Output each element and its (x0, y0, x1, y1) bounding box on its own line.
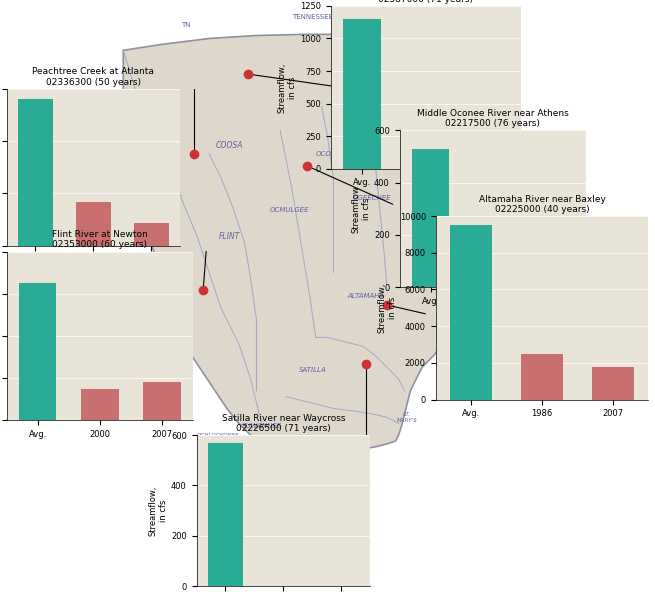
Text: CHATTA-
HOOCHEE: CHATTA- HOOCHEE (134, 223, 166, 233)
Bar (143, 382, 181, 420)
Text: ALTAMAHA: ALTAMAHA (347, 293, 384, 299)
Title: Flint River at Newton
02353000 (60 years): Flint River at Newton 02353000 (60 years… (52, 230, 148, 249)
Text: SAVANNAH: SAVANNAH (346, 107, 385, 112)
Bar (412, 149, 449, 287)
Bar (19, 283, 56, 420)
Text: COOSA: COOSA (216, 140, 244, 150)
Bar (407, 140, 445, 169)
Text: TENNESSEE (TN): TENNESSEE (TN) (292, 14, 350, 21)
Bar (474, 242, 512, 287)
Bar (470, 148, 508, 169)
Text: OGEECHEE: OGEECHEE (352, 195, 391, 201)
Title: Middle Oconee River near Athens
02217500 (76 years): Middle Oconee River near Athens 02217500… (417, 109, 569, 128)
Text: OCHLOCKONEE: OCHLOCKONEE (196, 433, 239, 437)
Bar (18, 99, 53, 246)
Text: OCMULGEE: OCMULGEE (269, 207, 309, 213)
Text: TALLA-
POOSA: TALLA- POOSA (147, 147, 171, 160)
Y-axis label: Streamflow,
in cfs: Streamflow, in cfs (377, 282, 397, 333)
Y-axis label: Streamflow,
in cfs: Streamflow, in cfs (149, 485, 168, 536)
Bar (536, 247, 574, 287)
Bar (81, 389, 119, 420)
Title: Peachtree Creek at Atlanta
02336300 (50 years): Peachtree Creek at Atlanta 02336300 (50 … (32, 67, 155, 86)
Y-axis label: Streamflow,
in cfs: Streamflow, in cfs (278, 62, 297, 112)
Bar (343, 19, 381, 169)
Text: OCONEE: OCONEE (316, 151, 345, 157)
Title: Altamaha River near Baxley
02225000 (40 years): Altamaha River near Baxley 02225000 (40 … (479, 195, 605, 214)
Title: Satilla River near Waycross
02226500 (71 years): Satilla River near Waycross 02226500 (71… (221, 414, 345, 433)
Bar (591, 366, 634, 400)
Text: SATILLA: SATILLA (299, 367, 326, 373)
Title: Conasauga River at Tilton
02387000 (71 years): Conasauga River at Tilton 02387000 (71 y… (367, 0, 484, 4)
Bar (450, 225, 493, 400)
Text: SUWANNEE: SUWANNEE (242, 423, 282, 429)
Y-axis label: Streamflow
in cfs: Streamflow in cfs (352, 185, 371, 233)
Polygon shape (123, 34, 481, 451)
Text: TN: TN (181, 22, 190, 28)
Text: FLINT: FLINT (219, 232, 240, 242)
Bar (521, 353, 563, 400)
Bar (208, 443, 243, 586)
Bar (76, 202, 111, 246)
Text: ST.
MARY'S: ST. MARY'S (397, 412, 418, 423)
Bar (134, 223, 168, 246)
